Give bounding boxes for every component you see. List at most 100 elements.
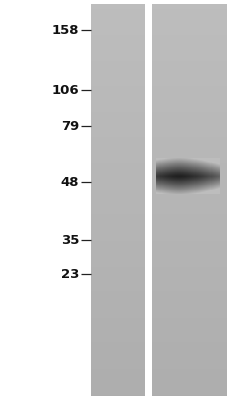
Bar bbox=[91, 141, 144, 142]
Bar bbox=[155, 159, 157, 160]
Bar bbox=[179, 178, 180, 179]
Bar bbox=[208, 176, 210, 177]
Bar bbox=[176, 182, 177, 183]
Bar bbox=[165, 163, 166, 164]
Bar bbox=[91, 294, 144, 295]
Bar bbox=[198, 193, 199, 194]
Bar bbox=[151, 388, 227, 390]
Bar bbox=[164, 184, 165, 185]
Bar bbox=[157, 181, 158, 182]
Bar bbox=[151, 365, 227, 366]
Bar bbox=[151, 265, 227, 267]
Bar bbox=[215, 184, 216, 185]
Bar bbox=[218, 189, 219, 190]
Bar bbox=[207, 191, 208, 192]
Bar bbox=[184, 175, 185, 176]
Bar bbox=[151, 303, 227, 304]
Bar bbox=[188, 170, 189, 171]
Bar bbox=[217, 187, 218, 188]
Bar bbox=[212, 163, 213, 164]
Bar bbox=[151, 132, 227, 133]
Bar bbox=[91, 234, 144, 235]
Bar bbox=[91, 133, 144, 135]
Bar bbox=[151, 51, 227, 52]
Bar bbox=[186, 166, 187, 167]
Bar bbox=[162, 183, 163, 184]
Bar bbox=[181, 165, 182, 166]
Bar bbox=[188, 173, 189, 174]
Bar bbox=[163, 191, 164, 192]
Bar bbox=[151, 110, 227, 111]
Bar bbox=[160, 192, 161, 193]
Bar bbox=[151, 235, 227, 236]
Bar bbox=[181, 181, 182, 182]
Bar bbox=[177, 190, 178, 191]
Bar bbox=[185, 174, 186, 175]
Bar bbox=[91, 107, 144, 108]
Bar bbox=[206, 191, 207, 192]
Bar bbox=[201, 165, 202, 166]
Bar bbox=[202, 184, 203, 185]
Bar bbox=[213, 176, 214, 177]
Bar bbox=[91, 323, 144, 324]
Bar bbox=[197, 180, 198, 181]
Bar bbox=[160, 166, 161, 167]
Bar bbox=[186, 181, 187, 182]
Bar bbox=[158, 166, 159, 167]
Bar bbox=[157, 180, 158, 181]
Bar bbox=[204, 177, 205, 178]
Bar bbox=[162, 188, 163, 189]
Bar bbox=[159, 183, 160, 184]
Bar bbox=[212, 159, 213, 160]
Bar bbox=[159, 167, 160, 168]
Bar bbox=[171, 165, 173, 166]
Bar bbox=[208, 175, 210, 176]
Bar bbox=[161, 167, 162, 168]
Bar bbox=[151, 148, 227, 149]
Bar bbox=[217, 177, 218, 178]
Bar bbox=[214, 178, 215, 179]
Bar bbox=[166, 170, 167, 171]
Bar bbox=[211, 176, 212, 177]
Bar bbox=[201, 166, 202, 167]
Bar bbox=[216, 186, 217, 187]
Bar bbox=[208, 170, 210, 171]
Bar bbox=[192, 190, 194, 191]
Bar bbox=[151, 295, 227, 297]
Bar bbox=[217, 173, 218, 174]
Bar bbox=[151, 318, 227, 319]
Bar bbox=[161, 178, 162, 179]
Bar bbox=[162, 175, 163, 176]
Bar bbox=[151, 228, 227, 229]
Bar bbox=[214, 170, 215, 171]
Bar bbox=[189, 166, 190, 167]
Bar bbox=[91, 138, 144, 140]
Bar bbox=[212, 168, 213, 169]
Bar bbox=[188, 182, 189, 183]
Bar bbox=[189, 174, 190, 175]
Bar bbox=[187, 160, 188, 161]
Bar bbox=[179, 179, 180, 180]
Bar bbox=[181, 186, 182, 187]
Bar bbox=[151, 192, 227, 194]
Bar bbox=[199, 160, 200, 161]
Bar bbox=[208, 169, 210, 170]
Bar bbox=[151, 306, 227, 307]
Bar bbox=[215, 165, 216, 166]
Bar bbox=[211, 162, 212, 163]
Bar bbox=[212, 164, 213, 165]
Bar bbox=[192, 178, 194, 179]
Bar bbox=[176, 176, 177, 177]
Bar bbox=[181, 175, 182, 176]
Bar bbox=[91, 166, 144, 167]
Bar bbox=[202, 181, 203, 182]
Bar bbox=[207, 185, 208, 186]
Bar bbox=[151, 244, 227, 246]
Bar bbox=[179, 183, 180, 184]
Bar bbox=[196, 167, 197, 168]
Bar bbox=[199, 176, 200, 177]
Bar bbox=[160, 193, 161, 194]
Bar bbox=[168, 175, 169, 176]
Bar bbox=[204, 179, 205, 180]
Bar bbox=[91, 297, 144, 298]
